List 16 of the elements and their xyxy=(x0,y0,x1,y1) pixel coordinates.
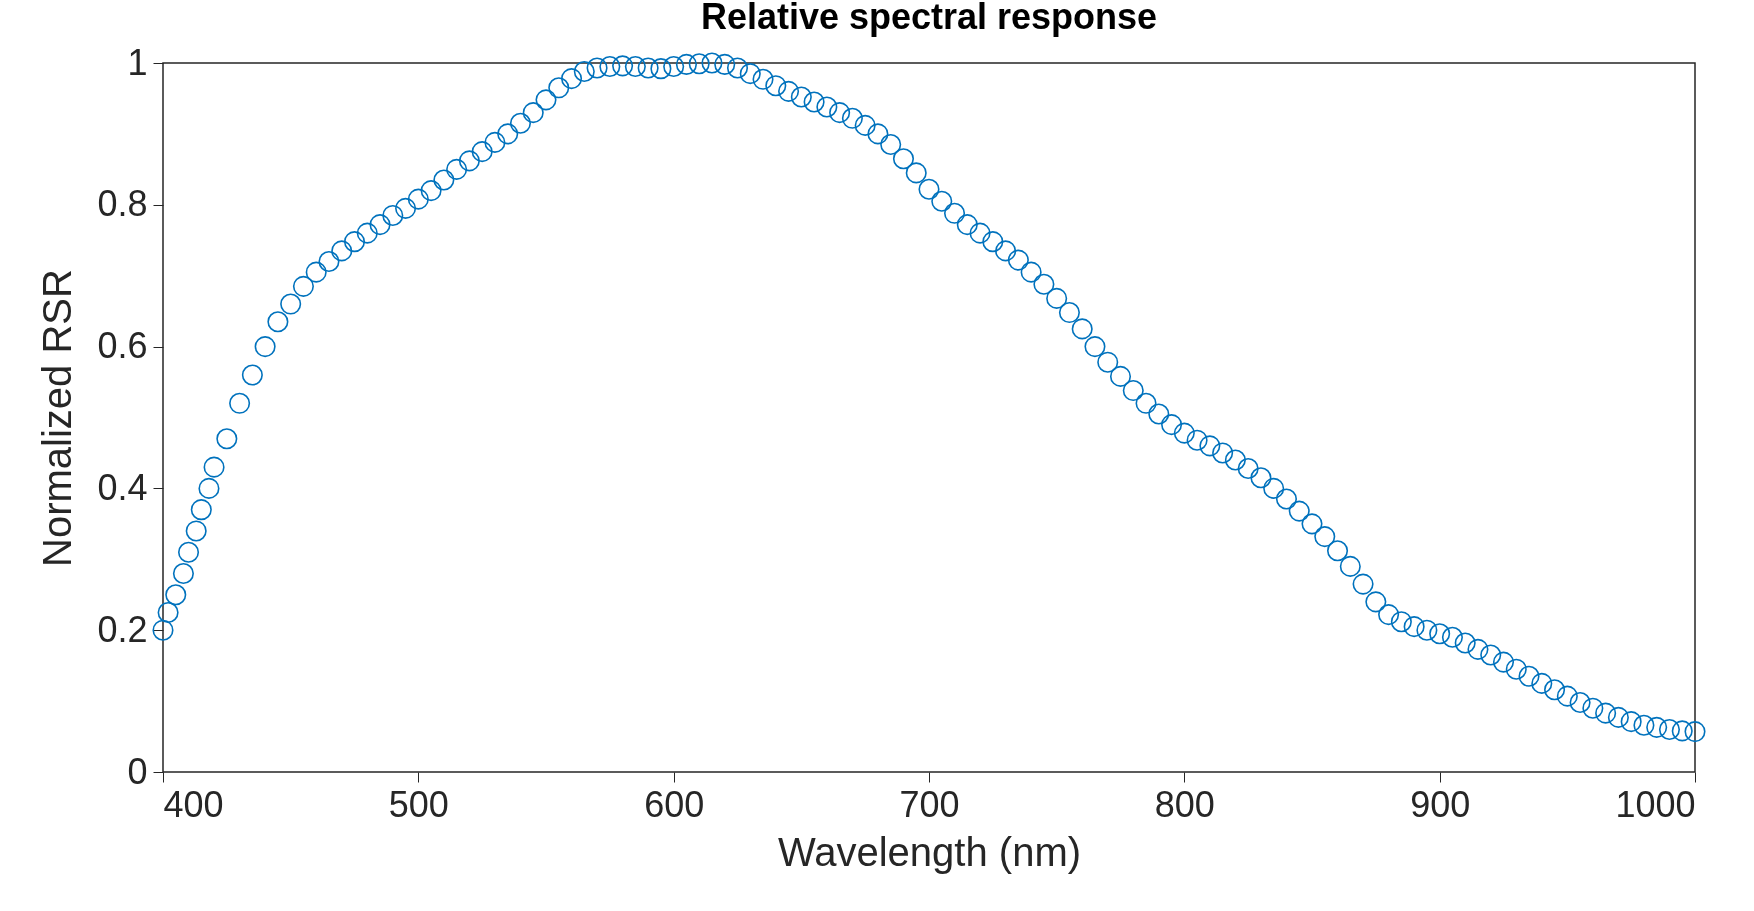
y-tick-label: 1 xyxy=(127,41,148,83)
x-tick-label: 500 xyxy=(388,783,449,825)
x-tick-label: 700 xyxy=(899,783,960,825)
y-axis-title: Normalized RSR xyxy=(35,269,80,567)
y-tick-label: 0 xyxy=(127,750,148,792)
x-tick-label: 800 xyxy=(1154,783,1215,825)
y-tick-label: 0.8 xyxy=(97,183,148,225)
x-tick-label: 400 xyxy=(163,783,224,825)
y-tick-label: 0.2 xyxy=(97,608,148,650)
y-tick-label: 0.4 xyxy=(97,466,148,508)
x-tick-label: 1000 xyxy=(1615,783,1696,825)
chart-title: Relative spectral response xyxy=(700,0,1158,37)
x-tick-label: 900 xyxy=(1410,783,1471,825)
x-axis-title: Wavelength (nm) xyxy=(777,829,1082,874)
x-tick-label: 600 xyxy=(644,783,705,825)
y-tick-label: 0.6 xyxy=(97,325,148,367)
